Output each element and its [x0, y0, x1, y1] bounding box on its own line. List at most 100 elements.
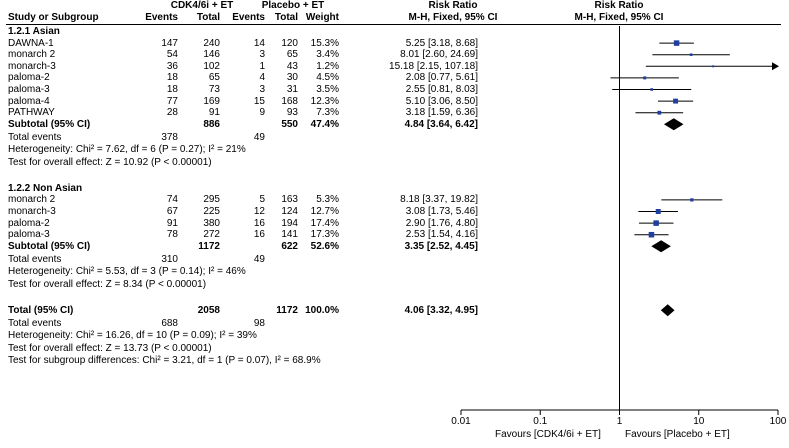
weight-value: 12.3%: [310, 95, 339, 107]
favours-left-label: Favours [CDK4/6i + ET]: [495, 429, 601, 440]
weight-value: 17.3%: [310, 229, 339, 241]
total-events1: 310: [161, 254, 178, 266]
total2-value: 1172: [276, 304, 298, 316]
total1-value: 2058: [197, 304, 220, 316]
risk-ratio-ci: 5.10 [3.06, 8.50]: [405, 95, 478, 107]
point-estimate-square: [690, 198, 694, 202]
pooled-diamond: [663, 118, 684, 131]
total1-column-header: Total: [196, 12, 220, 23]
events1-value: 78: [166, 229, 178, 241]
weight-value: 4.5%: [316, 72, 339, 84]
total1-value: 1172: [198, 240, 220, 252]
total2-value: 124: [281, 206, 298, 217]
total-events2: 98: [253, 318, 265, 330]
x-tick-label: 0.1: [533, 416, 547, 427]
group2-header: Placebo + ET: [261, 0, 325, 11]
study-name: paloma-3: [8, 84, 50, 95]
header-rule: [6, 24, 781, 25]
weight-value: 1.2%: [316, 60, 339, 72]
weight-value: 5.3%: [316, 194, 339, 206]
favours-right-label: Favours [Placebo + ET]: [625, 429, 730, 440]
total-events1: 378: [161, 132, 178, 144]
events1-value: 91: [166, 217, 178, 229]
events2-value: 9: [259, 107, 265, 119]
total1-value: 146: [203, 49, 220, 61]
plot-title: Risk Ratio: [594, 0, 644, 11]
total2-value: 622: [281, 240, 298, 252]
point-estimate-square: [653, 220, 659, 226]
point-estimate-square: [712, 65, 715, 68]
x-tick-label: 0.01: [451, 416, 471, 427]
events2-value: 16: [253, 217, 265, 229]
events1-value: 36: [166, 60, 178, 72]
events2-value: 15: [253, 95, 265, 107]
study-name: paloma-2: [8, 217, 50, 229]
total-events-label: Total events: [8, 254, 62, 266]
overall-effect-text: Test for overall effect: Z = 13.73 (P < …: [8, 342, 212, 354]
point-estimate-square: [650, 88, 654, 91]
group1-header: CDK4/6i + ET: [170, 0, 234, 11]
study-name: monarch 2: [8, 49, 56, 61]
risk-ratio-ci: 2.53 [1.54, 4.16]: [405, 229, 478, 241]
weight-value: 52.6%: [310, 240, 339, 252]
total1-value: 169: [203, 95, 220, 107]
events1-value: 67: [166, 206, 178, 217]
events1-value: 147: [161, 37, 178, 49]
events2-column-header: Events: [232, 12, 265, 23]
total2-value: 31: [286, 84, 298, 95]
study-name: monarch 2: [8, 194, 56, 206]
subgroup-title: 1.2.1 Asian: [8, 26, 60, 37]
pooled-diamond: [651, 240, 671, 253]
events2-value: 16: [253, 229, 265, 241]
total1-value: 380: [203, 217, 220, 229]
subgroup-difference-text: Test for subgroup differences: Chi² = 3.…: [8, 355, 321, 367]
events2-value: 3: [259, 84, 265, 95]
risk-ratio-ci: 15.18 [2.15, 107.18]: [389, 60, 478, 72]
events1-value: 74: [166, 194, 178, 206]
study-name: PATHWAY: [8, 107, 55, 119]
weight-column-header: Weight: [305, 12, 339, 23]
point-estimate-square: [655, 209, 661, 214]
study-name: Subtotal (95% CI): [8, 118, 91, 130]
total2-value: 30: [286, 72, 298, 84]
total-label: Total (95% CI): [8, 304, 74, 316]
events2-value: 4: [259, 72, 265, 84]
total2-value: 194: [281, 217, 298, 229]
risk-ratio-ci: 2.90 [1.76, 4.80]: [405, 217, 478, 229]
subgroup-title: 1.2.2 Non Asian: [8, 182, 83, 194]
total1-value: 91: [208, 107, 220, 119]
weight-value: 3.5%: [316, 84, 339, 95]
rr-method: M-H, Fixed, 95% CI: [408, 12, 498, 23]
risk-ratio-ci: 3.35 [2.52, 4.45]: [404, 240, 478, 252]
total1-value: 73: [208, 84, 220, 95]
risk-ratio-ci: 4.06 [3.32, 4.95]: [404, 304, 478, 316]
x-tick-label: 100: [770, 416, 787, 427]
point-estimate-square: [673, 40, 680, 46]
total2-value: 141: [281, 229, 298, 241]
events1-value: 18: [166, 84, 178, 95]
point-estimate-square: [648, 231, 655, 238]
risk-ratio-ci: 2.08 [0.77, 5.61]: [405, 72, 478, 84]
events1-value: 28: [166, 107, 178, 119]
total2-value: 120: [281, 37, 298, 49]
overall-effect-text: Test for overall effect: Z = 10.92 (P < …: [8, 156, 212, 168]
total2-value: 93: [286, 107, 298, 119]
total-events-label: Total events: [8, 132, 62, 144]
weight-value: 47.4%: [310, 118, 339, 130]
events1-value: 77: [166, 95, 178, 107]
study-name: monarch-3: [8, 60, 56, 72]
heterogeneity-text: Heterogeneity: Chi² = 16.26, df = 10 (P …: [8, 330, 257, 341]
weight-value: 15.3%: [310, 37, 339, 49]
events2-value: 1: [259, 60, 265, 72]
weight-value: 7.3%: [316, 107, 339, 119]
total1-value: 65: [208, 72, 220, 84]
total2-value: 43: [286, 60, 298, 72]
total2-column-header: Total: [274, 12, 298, 23]
events1-column-header: Events: [145, 12, 178, 23]
risk-ratio-ci: 5.25 [3.18, 8.68]: [405, 37, 478, 49]
weight-value: 12.7%: [310, 206, 339, 217]
heterogeneity-text: Heterogeneity: Chi² = 5.53, df = 3 (P = …: [8, 266, 246, 277]
risk-ratio-ci: 3.08 [1.73, 5.46]: [405, 206, 478, 217]
plot-method: M-H, Fixed, 95% CI: [574, 12, 664, 23]
